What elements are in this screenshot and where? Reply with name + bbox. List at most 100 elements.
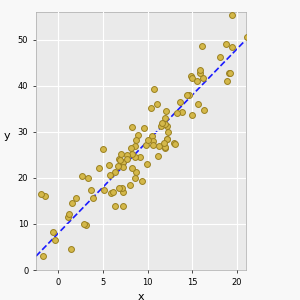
Point — [154, 102, 159, 107]
Point — [70, 201, 74, 206]
Point — [149, 106, 154, 111]
Point — [128, 182, 133, 187]
Point — [173, 142, 178, 146]
Point — [229, 45, 234, 50]
Point — [172, 140, 177, 145]
Point — [125, 153, 130, 158]
Point — [186, 93, 191, 98]
Point — [161, 141, 166, 146]
Point — [133, 143, 137, 148]
Point — [129, 146, 134, 151]
Point — [195, 102, 200, 107]
Point — [108, 173, 112, 178]
Point — [130, 165, 134, 170]
Point — [228, 70, 232, 75]
Point — [163, 116, 167, 120]
Point — [198, 71, 203, 76]
Point — [178, 100, 183, 105]
Point — [113, 204, 118, 209]
Point — [74, 195, 79, 200]
Point — [121, 190, 125, 194]
Point — [66, 215, 71, 220]
Point — [158, 124, 163, 129]
Point — [151, 87, 156, 92]
Point — [118, 152, 123, 156]
Point — [102, 188, 107, 193]
Point — [141, 125, 146, 130]
Point — [224, 79, 229, 84]
Point — [115, 164, 120, 168]
Point — [159, 121, 164, 126]
Point — [189, 112, 194, 117]
Point — [120, 185, 124, 190]
Point — [138, 155, 143, 160]
Point — [150, 139, 155, 144]
Point — [202, 107, 207, 112]
Point — [129, 152, 134, 156]
Y-axis label: y: y — [3, 131, 10, 141]
Point — [163, 122, 168, 127]
Point — [180, 110, 185, 115]
Point — [185, 93, 190, 98]
Point — [145, 161, 149, 166]
Point — [133, 175, 137, 180]
Point — [116, 157, 121, 161]
X-axis label: x: x — [138, 292, 144, 300]
Point — [86, 176, 91, 181]
Point — [162, 146, 167, 150]
Point — [107, 162, 112, 167]
Point — [135, 133, 140, 137]
Point — [224, 41, 229, 46]
Point — [134, 138, 138, 142]
Point — [189, 74, 194, 79]
Point — [165, 130, 170, 134]
Point — [81, 222, 86, 226]
Point — [157, 143, 161, 148]
Point — [97, 165, 101, 170]
Point — [67, 212, 72, 216]
Point — [143, 142, 148, 147]
Point — [88, 187, 93, 192]
Point — [120, 159, 125, 164]
Point — [53, 238, 58, 243]
Point — [165, 137, 170, 142]
Point — [227, 71, 232, 76]
Point — [151, 142, 155, 147]
Point — [117, 185, 122, 190]
Point — [194, 78, 199, 83]
Point — [120, 165, 125, 170]
Point — [133, 155, 137, 160]
Point — [111, 190, 116, 195]
Point — [156, 153, 161, 158]
Point — [51, 230, 56, 235]
Point — [43, 193, 47, 198]
Point — [174, 110, 179, 115]
Point — [164, 109, 169, 114]
Point — [201, 76, 206, 80]
Point — [118, 157, 122, 162]
Point — [113, 170, 118, 175]
Point — [39, 192, 44, 197]
Point — [230, 12, 235, 17]
Point — [189, 76, 194, 81]
Point — [124, 157, 129, 161]
Point — [121, 204, 125, 209]
Point — [199, 44, 204, 49]
Point — [109, 190, 114, 195]
Point — [84, 223, 88, 228]
Point — [139, 178, 144, 183]
Point — [69, 246, 74, 251]
Point — [244, 35, 249, 40]
Point — [100, 146, 105, 151]
Point — [218, 55, 223, 60]
Point — [165, 124, 170, 128]
Point — [146, 137, 150, 142]
Point — [5, 278, 10, 283]
Point — [91, 195, 96, 200]
Point — [80, 174, 85, 179]
Point — [133, 170, 138, 175]
Point — [129, 125, 134, 130]
Point — [40, 254, 45, 258]
Point — [197, 67, 202, 72]
Point — [164, 136, 169, 141]
